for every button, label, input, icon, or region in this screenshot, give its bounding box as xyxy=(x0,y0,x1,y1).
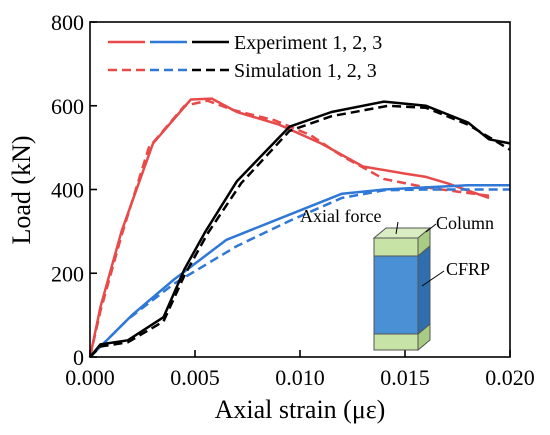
column-leader xyxy=(425,223,437,233)
cfrp-wrap-face xyxy=(373,255,419,335)
x-tick-label: 0.020 xyxy=(485,365,535,390)
column-label: Column xyxy=(436,213,494,233)
axial-force-label: Axial force xyxy=(300,206,381,226)
legend-experiment-label: Experiment 1, 2, 3 xyxy=(234,32,382,54)
column-inset: Axial force Column CFRP xyxy=(300,206,494,352)
series-sim3 xyxy=(89,104,511,358)
x-tick-label: 0.010 xyxy=(275,365,325,390)
y-axis-label: Load (kN) xyxy=(7,135,36,244)
cfrp-wrap-side xyxy=(417,244,431,336)
y-tick-label: 600 xyxy=(51,94,84,119)
legend-simulation-label: Simulation 1, 2, 3 xyxy=(234,60,377,82)
x-tick-label: 0.005 xyxy=(170,365,220,390)
y-tick-label: 400 xyxy=(51,178,84,203)
series-exp3 xyxy=(89,100,511,358)
cfrp-label: CFRP xyxy=(446,259,490,279)
column-upper-band xyxy=(373,237,419,257)
y-tick-label: 0 xyxy=(73,345,84,370)
cfrp-leader xyxy=(421,270,445,287)
legend: Experiment 1, 2, 3 Simulation 1, 2, 3 xyxy=(108,32,382,82)
y-tick-label: 200 xyxy=(51,261,84,286)
x-axis-label: Axial strain (με) xyxy=(215,395,386,424)
series-exp2 xyxy=(89,184,510,358)
column-lower-band xyxy=(373,333,419,351)
y-tick-label: 800 xyxy=(51,10,84,35)
series-sim2 xyxy=(89,188,510,358)
ticks-layer: 0.000 0.005 0.010 0.015 0.020 0 200 400 600 800 xyxy=(51,10,535,390)
x-tick-label: 0.015 xyxy=(380,365,430,390)
axial-force-leader xyxy=(395,221,399,235)
x-tick-label: 0.000 xyxy=(65,365,115,390)
series-sim1 xyxy=(88,99,490,358)
series-layer xyxy=(88,97,511,358)
